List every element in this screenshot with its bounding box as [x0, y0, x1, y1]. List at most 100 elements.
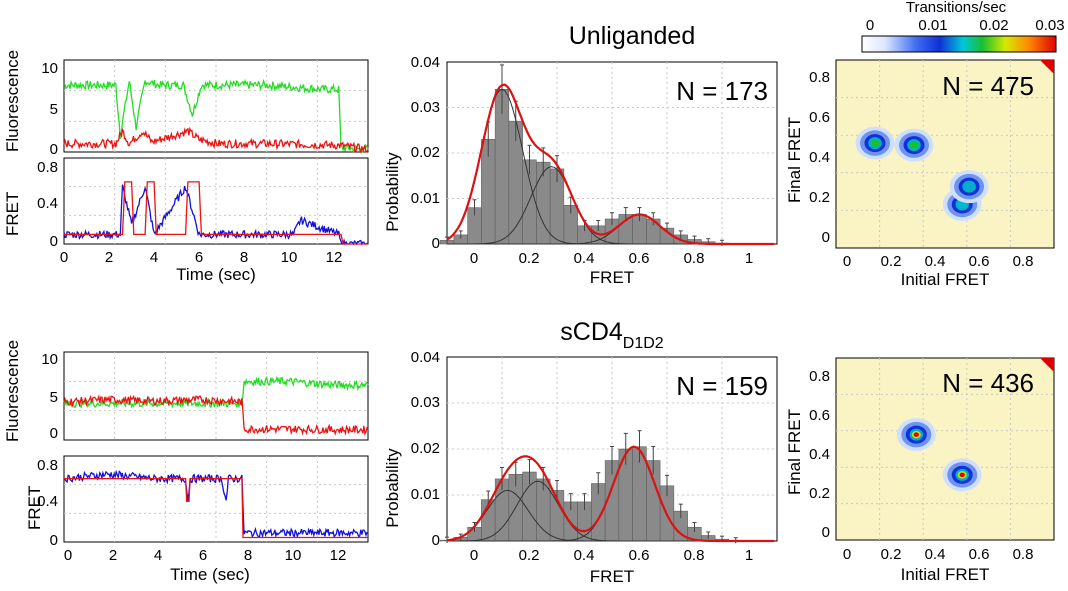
scd4-title: sCD4D1D2: [560, 318, 664, 352]
unliganded-tdp-panel: 0 0.2 0.4 0.6 0.8 Final FRET 0 0.2 0.4 0…: [785, 59, 1055, 289]
time-tick: 0: [64, 547, 72, 564]
tdp-xtick: 0.8: [1013, 546, 1034, 563]
gaussian-fit-total: [446, 445, 775, 543]
fret-histogram-axis-label: FRET: [590, 567, 634, 586]
time-tick: 10: [285, 547, 302, 564]
tdp-density-contour: [962, 180, 976, 193]
time-tick: 12: [330, 547, 347, 564]
hist-ytick: 0.02: [411, 440, 440, 457]
fret-ytick: 0: [50, 233, 58, 250]
hist-ytick: 0.04: [411, 54, 440, 71]
probability-axis-label: Probability: [383, 152, 402, 232]
unliganded-tdp-plot: [836, 60, 1054, 248]
trace-red: [63, 394, 369, 436]
final-fret-axis-label: Final FRET: [785, 117, 804, 203]
fl-ytick: 0: [50, 141, 58, 158]
tdp-n-label: N = 436: [942, 368, 1034, 398]
unliganded-tdp-frame: [835, 59, 1055, 249]
unliganded-fret-traces: [63, 158, 369, 246]
time-tick: 4: [150, 249, 158, 266]
trace-red: [63, 126, 369, 154]
hist-xtick: 0: [470, 547, 478, 564]
hist-ytick: 0.01: [411, 486, 440, 503]
colorbar-tick: 0: [866, 17, 874, 34]
tdp-ytick: 0: [822, 229, 830, 246]
time-tick: 4: [154, 547, 162, 564]
hist-xtick: 1: [745, 547, 753, 564]
scd4-fluorescence-traces: [63, 352, 369, 440]
time-tick: 12: [326, 249, 343, 266]
hist-xtick: 0.8: [684, 547, 705, 564]
scd4-fluorescence-panel: 0 5 10 Fluorescence: [3, 340, 369, 442]
tdp-xtick: 0: [843, 546, 851, 563]
tdp-xtick: 0.4: [925, 546, 946, 563]
tdp-ytick: 0.8: [809, 368, 830, 385]
time-axis-label: Time (sec): [170, 565, 250, 584]
time-tick: 6: [199, 547, 207, 564]
time-tick: 8: [244, 547, 252, 564]
scd4-histogram-panel: 0 0.01 0.02 0.03 0.04 Probability 0 0.2 …: [383, 349, 778, 586]
initial-fret-axis-label: Initial FRET: [901, 565, 990, 584]
gaussian-fit-total: [446, 83, 775, 246]
fl-ytick: 5: [50, 389, 58, 406]
trace-green: [63, 78, 369, 154]
time-tick: 2: [105, 249, 113, 266]
scd4-histogram-plot: [439, 357, 777, 544]
fret-axis-label: FRET: [25, 486, 44, 530]
final-fret-axis-label: Final FRET: [785, 409, 804, 495]
hist-ytick: 0.03: [411, 394, 440, 411]
fl-ytick: 5: [50, 101, 58, 118]
unliganded-histogram-panel: 0 0.01 0.02 0.03 0.04 Probability 0 0.2 …: [383, 54, 778, 287]
tdp-density-contour: [913, 432, 919, 437]
hist-xtick: 0.8: [684, 250, 705, 267]
time-axis-label: Time (sec): [176, 265, 256, 284]
hist-xtick: 0.6: [629, 250, 650, 267]
histogram-n-label: N = 173: [676, 76, 768, 106]
colorbar: Transitions/sec 0 0.01 0.02 0.03: [861, 0, 1065, 53]
fl-ytick: 10: [41, 60, 58, 77]
hist-xtick: 0: [470, 250, 478, 267]
hist-xtick: 0.2: [519, 547, 540, 564]
tdp-ytick: 0: [822, 524, 830, 541]
scd4-fret-frame: [63, 455, 369, 543]
unliganded-fret-panel: 0 0.4 0.8 FRET 0 2 4 6 8 10 12 Time (sec…: [3, 157, 369, 284]
row-unliganded: 0 5 10 Fluorescence 0 0.4 0.8 FRET 0 2 4…: [3, 22, 1055, 289]
scd4-fret-traces: [63, 456, 369, 542]
fret-ytick: 0.4: [37, 195, 58, 212]
hist-ytick: 0.01: [411, 190, 440, 207]
time-tick: 8: [240, 249, 248, 266]
corner-marker: [1040, 60, 1054, 74]
fl-ytick: 0: [50, 425, 58, 442]
fret-ytick: 0: [50, 532, 58, 549]
histogram-n-label: N = 159: [676, 371, 768, 401]
time-axis-ticks: 0 2 4 6 8 10 12: [64, 547, 347, 564]
tdp-xtick: 0.4: [925, 253, 946, 270]
fluorescence-axis-label: Fluorescence: [3, 50, 22, 152]
scd4-title-main: sCD4: [560, 318, 623, 346]
row-scd4: 0 5 10 Fluorescence 0 0.4 0.8 FRET 0 2 4…: [3, 318, 1055, 586]
scd4-fret-panel: 0 0.4 0.8 FRET 0 2 4 6 8 10 12 Time (sec…: [25, 455, 369, 584]
trace-blue: [63, 469, 369, 539]
hist-xtick: 0.2: [519, 250, 540, 267]
unliganded-histogram-plot: [439, 62, 777, 246]
scd4-tdp-plot: [836, 358, 1054, 540]
tdp-ytick: 0.2: [809, 189, 830, 206]
fluorescence-axis-label: Fluorescence: [3, 340, 22, 442]
colorbar-tick: 0.01: [918, 17, 947, 34]
trace-red: [64, 477, 368, 539]
unliganded-fluorescence-traces: [63, 60, 369, 154]
hist-xtick: 0.4: [574, 547, 595, 564]
tdp-ytick: 0.6: [809, 109, 830, 126]
unliganded-title: Unliganded: [569, 22, 696, 50]
hist-ytick: 0.02: [411, 144, 440, 161]
tdp-ytick: 0.6: [809, 407, 830, 424]
tdp-ytick: 0.2: [809, 485, 830, 502]
scd4-tdp-frame: [835, 357, 1055, 541]
hist-ytick: 0.04: [411, 349, 440, 366]
fret-histogram-axis-label: FRET: [590, 268, 634, 287]
hist-ytick: 0: [432, 235, 440, 252]
fret-ytick: 0.4: [37, 493, 58, 510]
tdp-xtick: 0.6: [969, 253, 990, 270]
unliganded-fluorescence-panel: 0 5 10 Fluorescence: [3, 50, 369, 158]
colorbar-gradient: [861, 35, 1057, 53]
